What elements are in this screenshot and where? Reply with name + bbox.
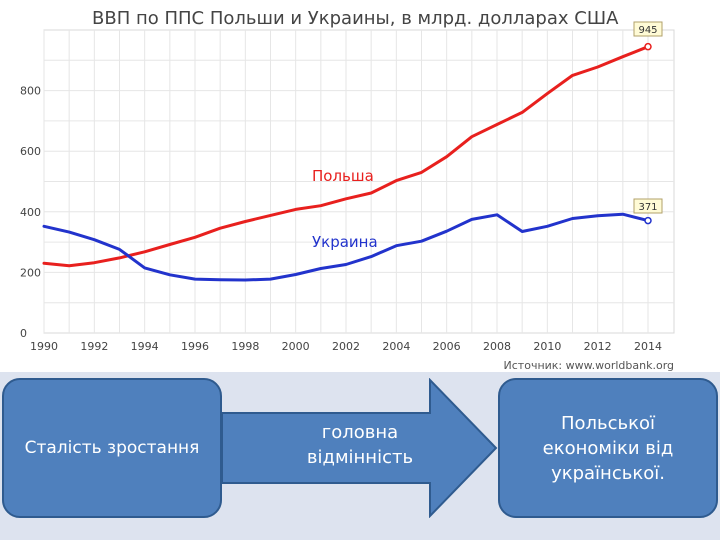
series-end-point-1 [644,216,652,225]
x-tick-label: 2000 [282,340,310,353]
conclusion-box-text: Польської економіки від української. [542,412,674,484]
arrow-shape [221,378,498,518]
conclusion-box: Польської економіки від української. [498,378,718,518]
x-tick-label: 2012 [584,340,612,353]
y-axis-ticks: 0 200 400 600 800 [20,85,41,340]
x-tick-label: 1994 [131,340,159,353]
series-label-ukraine: Украина [312,233,378,251]
gdp-line-chart: ВВП по ППС Польши и Украины, в млрд. дол… [20,8,675,372]
y-tick-label: 0 [20,327,27,340]
x-tick-label: 1992 [80,340,108,353]
x-tick-label: 2006 [433,340,461,353]
x-tick-label: 2010 [533,340,561,353]
x-axis-ticks: 1990 1992 1994 1996 1998 2000 2002 2004 2006 2008… [30,340,662,353]
series-end-point-0 [644,42,652,51]
end-label-ukraine: 371 [633,198,663,214]
series-line-1 [42,212,650,282]
svg-text:945: 945 [638,25,657,36]
x-tick-label: 1998 [231,340,259,353]
x-tick-label: 2004 [382,340,410,353]
stability-box-text: Сталість зростання [24,438,200,458]
svg-text:371: 371 [638,202,657,213]
end-label-poland: 945 [633,21,663,37]
series-lines [42,42,652,282]
chart-title: ВВП по ППС Польши и Украины, в млрд. дол… [92,8,619,29]
source-caption: Источник: www.worldbank.org [504,359,674,372]
y-tick-label: 200 [20,266,41,279]
y-tick-label: 800 [20,85,41,98]
stability-box: Сталість зростання [2,378,222,518]
arrow-label: головна відмінність [306,422,414,468]
x-tick-label: 2008 [483,340,511,353]
chart-grid [43,29,675,334]
x-tick-label: 1996 [181,340,209,353]
series-label-poland: Польша [312,167,374,185]
x-tick-label: 1990 [30,340,58,353]
y-tick-label: 400 [20,206,41,219]
series-line-0 [42,45,650,268]
x-tick-label: 2002 [332,340,360,353]
y-tick-label: 600 [20,145,41,158]
x-tick-label: 2014 [634,340,662,353]
